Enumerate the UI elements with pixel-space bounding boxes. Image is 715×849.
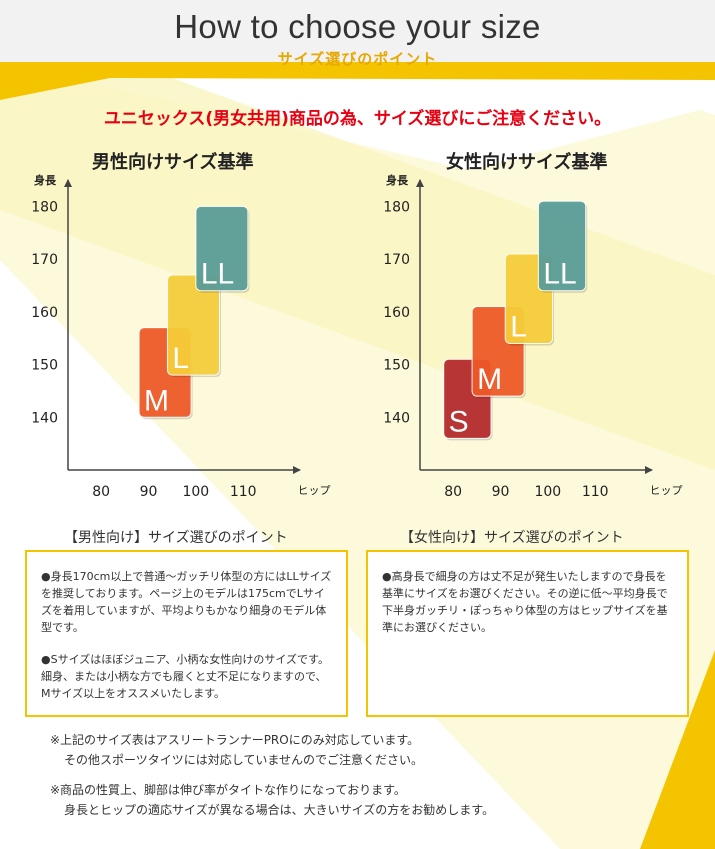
- page-subtitle: サイズ選びのポイント: [277, 50, 438, 68]
- x-tick-label: 110: [230, 484, 257, 500]
- y-axis-arrow: [64, 179, 72, 187]
- y-tick-label: 140: [383, 410, 410, 426]
- x-tick-label: 90: [140, 484, 158, 500]
- y-axis-label: 身長: [386, 173, 409, 187]
- y-tick-label: 150: [31, 358, 58, 374]
- x-tick-label: 110: [582, 484, 609, 500]
- x-tick-label: 100: [534, 484, 561, 500]
- y-tick-label: 170: [383, 252, 410, 268]
- size-label-l: L: [172, 342, 189, 375]
- footnote-2-line1: ※商品の性質上、脚部は伸び率がタイトな作りになっております。: [50, 783, 406, 797]
- size-label-ll: LL: [543, 258, 576, 291]
- y-axis-label: 身長: [34, 173, 57, 187]
- women-size-chart: 女性向けサイズ基準 身長ヒップ 180 170 160 150 140 80 90 100 110…: [372, 140, 712, 510]
- x-tick-label: 80: [444, 484, 462, 500]
- men-tip-1: ●身長170cm以上で普通～ガッチリ体型の方にはLLサイズを推奨しております。ペ…: [41, 570, 332, 634]
- size-label-m: M: [477, 363, 502, 396]
- x-tick-label: 80: [92, 484, 110, 500]
- women-tips-title: 【女性向け】サイズ選びのポイント: [400, 530, 624, 546]
- size-label-s: S: [449, 405, 469, 438]
- y-tick-label: 140: [31, 410, 58, 426]
- y-tick-label: 180: [383, 199, 410, 215]
- footnote-1-line2: その他スポーツタイツには対応していませんのでご注意ください。: [64, 753, 424, 767]
- women-tips-box: ●高身長で細身の方は丈不足が発生いたしますので身長を基準にサイズをお選びください…: [366, 550, 689, 717]
- page-title: How to choose your size: [174, 8, 541, 45]
- size-box-ll: [195, 205, 249, 292]
- women-tip-1: ●高身長で細身の方は丈不足が発生いたしますので身長を基準にサイズをお選びください…: [382, 570, 668, 634]
- y-tick-label: 180: [31, 199, 58, 215]
- men-size-chart: 男性向けサイズ基準 身長ヒップ 180 170 160 150 140 80 90 100 110…: [20, 140, 360, 510]
- footnote-1: ※上記のサイズ表はアスリートランナーPROにのみ対応しています。 その他スポーツ…: [50, 730, 494, 770]
- footnote-2-line2: 身長とヒップの適応サイズが異なる場合は、大きいサイズの方をお勧めします。: [64, 803, 495, 817]
- men-tips-title: 【男性向け】サイズ選びのポイント: [64, 530, 288, 546]
- y-tick-label: 150: [383, 358, 410, 374]
- x-axis-arrow: [645, 466, 653, 474]
- x-tick-label: 90: [492, 484, 510, 500]
- x-axis-arrow: [293, 466, 301, 474]
- size-label-l: L: [510, 310, 527, 343]
- women-chart-title: 女性向けサイズ基準: [446, 152, 608, 173]
- y-tick-label: 160: [383, 305, 410, 321]
- men-tips-box: ●身長170cm以上で普通～ガッチリ体型の方にはLLサイズを推奨しております。ペ…: [25, 550, 348, 717]
- footnote-2: ※商品の性質上、脚部は伸び率がタイトな作りになっております。 身長とヒップの適応…: [50, 780, 494, 820]
- x-tick-label: 100: [182, 484, 209, 500]
- x-axis-label: ヒップ: [298, 484, 331, 497]
- footnotes: ※上記のサイズ表はアスリートランナーPROにのみ対応しています。 その他スポーツ…: [50, 730, 494, 830]
- size-label-m: M: [144, 384, 169, 417]
- unisex-notice: ユニセックス(男女共用)商品の為、サイズ選びにご注意ください。: [103, 109, 612, 129]
- size-box-ll: [537, 200, 587, 292]
- men-tip-2: ●Sサイズはほぼジュニア、小柄な女性向けのサイズです。細身、または小柄な方でも履…: [41, 653, 329, 700]
- y-tick-label: 170: [31, 252, 58, 268]
- size-label-ll: LL: [201, 258, 234, 291]
- x-axis-label: ヒップ: [650, 484, 683, 497]
- size-box-l: [166, 274, 221, 376]
- y-tick-label: 160: [31, 305, 58, 321]
- footnote-1-line1: ※上記のサイズ表はアスリートランナーPROにのみ対応しています。: [50, 733, 420, 747]
- men-chart-title: 男性向けサイズ基準: [92, 152, 254, 173]
- y-axis-arrow: [416, 179, 424, 187]
